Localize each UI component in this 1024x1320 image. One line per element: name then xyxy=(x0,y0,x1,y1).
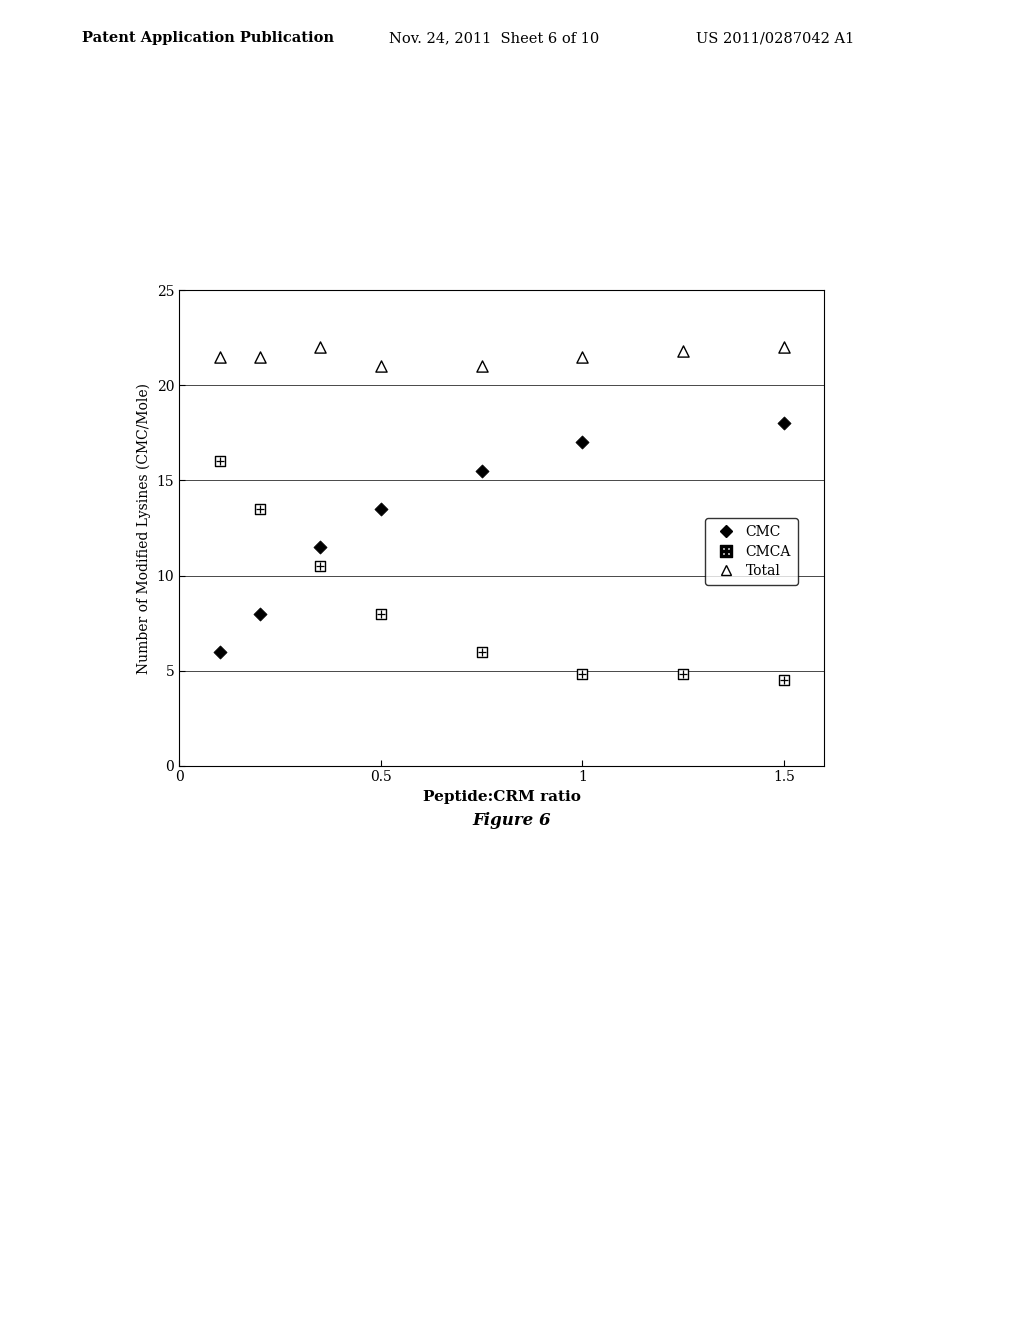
Point xyxy=(211,451,227,473)
Point xyxy=(312,337,329,358)
Point xyxy=(574,346,591,367)
Text: Patent Application Publication: Patent Application Publication xyxy=(82,32,334,45)
Point xyxy=(776,669,793,690)
Y-axis label: Number of Modified Lysines (CMC/Mole): Number of Modified Lysines (CMC/Mole) xyxy=(137,383,152,673)
Point xyxy=(373,499,389,520)
Point xyxy=(211,346,227,367)
X-axis label: Peptide:CRM ratio: Peptide:CRM ratio xyxy=(423,789,581,804)
Point xyxy=(675,664,691,685)
Point xyxy=(211,642,227,663)
Point xyxy=(373,356,389,378)
Point xyxy=(574,664,591,685)
Point xyxy=(373,603,389,624)
Point xyxy=(312,556,329,577)
Point xyxy=(312,536,329,557)
Point xyxy=(473,642,489,663)
Point xyxy=(776,413,793,434)
Point xyxy=(473,356,489,378)
Legend: CMC, CMCA, Total: CMC, CMCA, Total xyxy=(706,519,798,585)
Point xyxy=(252,346,268,367)
Point xyxy=(776,337,793,358)
Point xyxy=(252,499,268,520)
Point xyxy=(252,603,268,624)
Point xyxy=(574,432,591,453)
Text: Figure 6: Figure 6 xyxy=(473,812,551,829)
Text: Nov. 24, 2011  Sheet 6 of 10: Nov. 24, 2011 Sheet 6 of 10 xyxy=(389,32,599,45)
Point xyxy=(473,461,489,482)
Point xyxy=(675,341,691,362)
Text: US 2011/0287042 A1: US 2011/0287042 A1 xyxy=(696,32,855,45)
